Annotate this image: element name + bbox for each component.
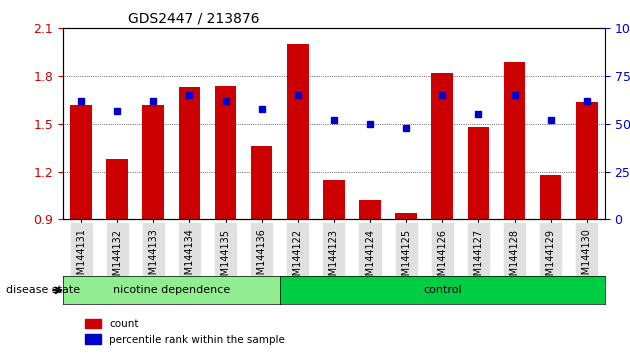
Bar: [576, 102, 598, 219]
Bar: [106, 159, 128, 219]
Bar: [142, 105, 164, 219]
Bar: [395, 213, 417, 219]
Legend: count, percentile rank within the sample: count, percentile rank within the sample: [81, 315, 289, 349]
Bar: [215, 86, 236, 219]
Bar: [251, 146, 273, 219]
Text: nicotine dependence: nicotine dependence: [113, 285, 230, 295]
Bar: [178, 87, 200, 219]
Bar: [323, 180, 345, 219]
Bar: [287, 44, 309, 219]
Text: control: control: [423, 285, 462, 295]
Bar: [432, 73, 453, 219]
Bar: [503, 62, 525, 219]
Text: disease state: disease state: [6, 285, 81, 295]
Text: GDS2447 / 213876: GDS2447 / 213876: [128, 12, 260, 26]
Bar: [467, 127, 490, 219]
Bar: [70, 105, 92, 219]
Bar: [359, 200, 381, 219]
Bar: [540, 175, 561, 219]
